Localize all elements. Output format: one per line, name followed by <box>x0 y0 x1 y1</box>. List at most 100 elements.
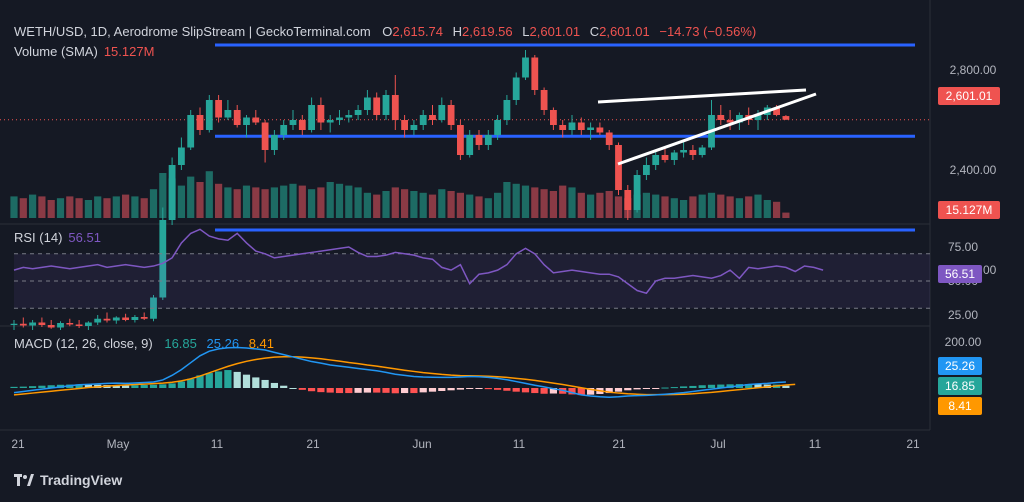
volume-bar <box>215 183 223 218</box>
macd-histogram-bar <box>419 388 427 393</box>
candle-body <box>29 322 36 326</box>
candle-body <box>122 317 129 320</box>
signal-badge: 16.85 <box>938 377 982 395</box>
volume-bar <box>131 196 139 218</box>
macd-histogram-bar <box>122 385 130 388</box>
candle-body <box>689 150 697 155</box>
candle-body <box>308 105 315 130</box>
candle-body <box>38 322 46 325</box>
candle-body <box>354 110 362 115</box>
volume-bar <box>205 171 213 218</box>
price-pane[interactable] <box>0 0 931 431</box>
candle-body <box>475 135 483 145</box>
volume-bar <box>568 187 576 218</box>
macd-histogram-bar <box>224 370 232 388</box>
macd-histogram-bar <box>391 388 399 394</box>
candle-body <box>10 323 18 325</box>
time-tick-label: 21 <box>306 437 320 451</box>
candle-body <box>531 57 539 90</box>
macd-badge: 25.26 <box>938 357 982 375</box>
volume-bar <box>512 183 520 218</box>
macd-histogram-bar <box>503 388 511 391</box>
candle-body <box>140 317 148 319</box>
candle-body <box>503 100 511 120</box>
tradingview-brand[interactable]: TradingView <box>14 472 122 488</box>
candle-body <box>661 155 669 160</box>
macd-histogram-bar <box>401 388 409 394</box>
rsi-line <box>13 228 824 295</box>
volume-bar <box>94 196 102 218</box>
macd-histogram-bar <box>754 384 762 388</box>
volume-bar <box>289 183 297 218</box>
volume-bar <box>466 194 474 218</box>
macd-histogram-bar <box>531 388 539 394</box>
volume-bar <box>428 194 437 218</box>
volume-bar <box>763 200 771 218</box>
candle-body <box>215 100 222 118</box>
volume-bar <box>717 194 725 218</box>
volume-bar <box>540 189 548 218</box>
time-tick-label: 11 <box>211 437 224 451</box>
volume-bar <box>345 185 353 218</box>
rsi-legend: RSI (14) 56.51 <box>14 230 101 245</box>
price-tick-label: 2,400.00 <box>950 163 997 177</box>
macd-histogram-bar <box>428 388 437 392</box>
volume-bar <box>335 183 344 218</box>
candle-body <box>289 120 297 125</box>
time-tick-label: 21 <box>906 437 920 451</box>
candle-body <box>466 135 474 155</box>
volume-bar <box>735 198 743 218</box>
volume-bar <box>438 189 446 218</box>
volume-bar <box>373 194 381 218</box>
macd-histogram-bar <box>382 388 390 393</box>
volume-bar <box>261 189 269 218</box>
candle-body <box>103 318 111 321</box>
volume-bar <box>10 196 18 218</box>
candle-body <box>494 120 501 135</box>
macd-pane[interactable]: 200.00 <box>10 335 982 398</box>
candle-body <box>159 220 167 298</box>
macd-histogram-bar <box>512 388 520 392</box>
macd-histogram-bar <box>289 388 297 389</box>
macd-histogram-bar <box>75 384 83 388</box>
macd-histogram-bar <box>149 384 158 388</box>
macd-tick-label: 200.00 <box>945 335 982 349</box>
volume-bar <box>614 196 623 218</box>
macd-histogram-bar <box>363 388 371 393</box>
macd-histogram-bar <box>308 388 316 392</box>
volume-bar <box>503 182 511 218</box>
candle-body <box>326 120 334 123</box>
volume-bar <box>782 212 790 218</box>
volume-bar <box>75 198 83 218</box>
macd-histogram-bar <box>549 388 557 394</box>
volume-bar <box>112 196 120 218</box>
price-tick-label: 2,800.00 <box>950 63 997 77</box>
macd-histogram-bar <box>447 388 455 391</box>
volume-bar <box>726 196 734 218</box>
volume-bar <box>689 196 697 218</box>
macd-histogram-bar <box>782 385 790 388</box>
volume-bar <box>196 182 204 218</box>
volume-bar <box>326 182 334 218</box>
candle-body <box>382 95 390 115</box>
candle-body <box>205 100 213 130</box>
volume-bar <box>47 200 55 218</box>
macd-histogram-bar <box>614 388 623 392</box>
wedge-upper-trendline <box>597 88 807 104</box>
candle-body <box>112 317 120 321</box>
candle-body <box>131 317 139 320</box>
volume-bar <box>159 173 167 218</box>
volume-bar <box>521 185 530 218</box>
macd-histogram-bar <box>298 388 306 390</box>
macd-histogram-bar <box>47 385 55 388</box>
macd-histogram-bar <box>252 377 260 388</box>
svg-text:25.26: 25.26 <box>945 359 975 373</box>
macd-histogram-bar <box>196 375 204 388</box>
macd-histogram-bar <box>624 388 632 391</box>
macd-histogram-bar <box>84 384 92 388</box>
candle-body <box>19 323 27 326</box>
macd-histogram-bar <box>345 388 353 394</box>
